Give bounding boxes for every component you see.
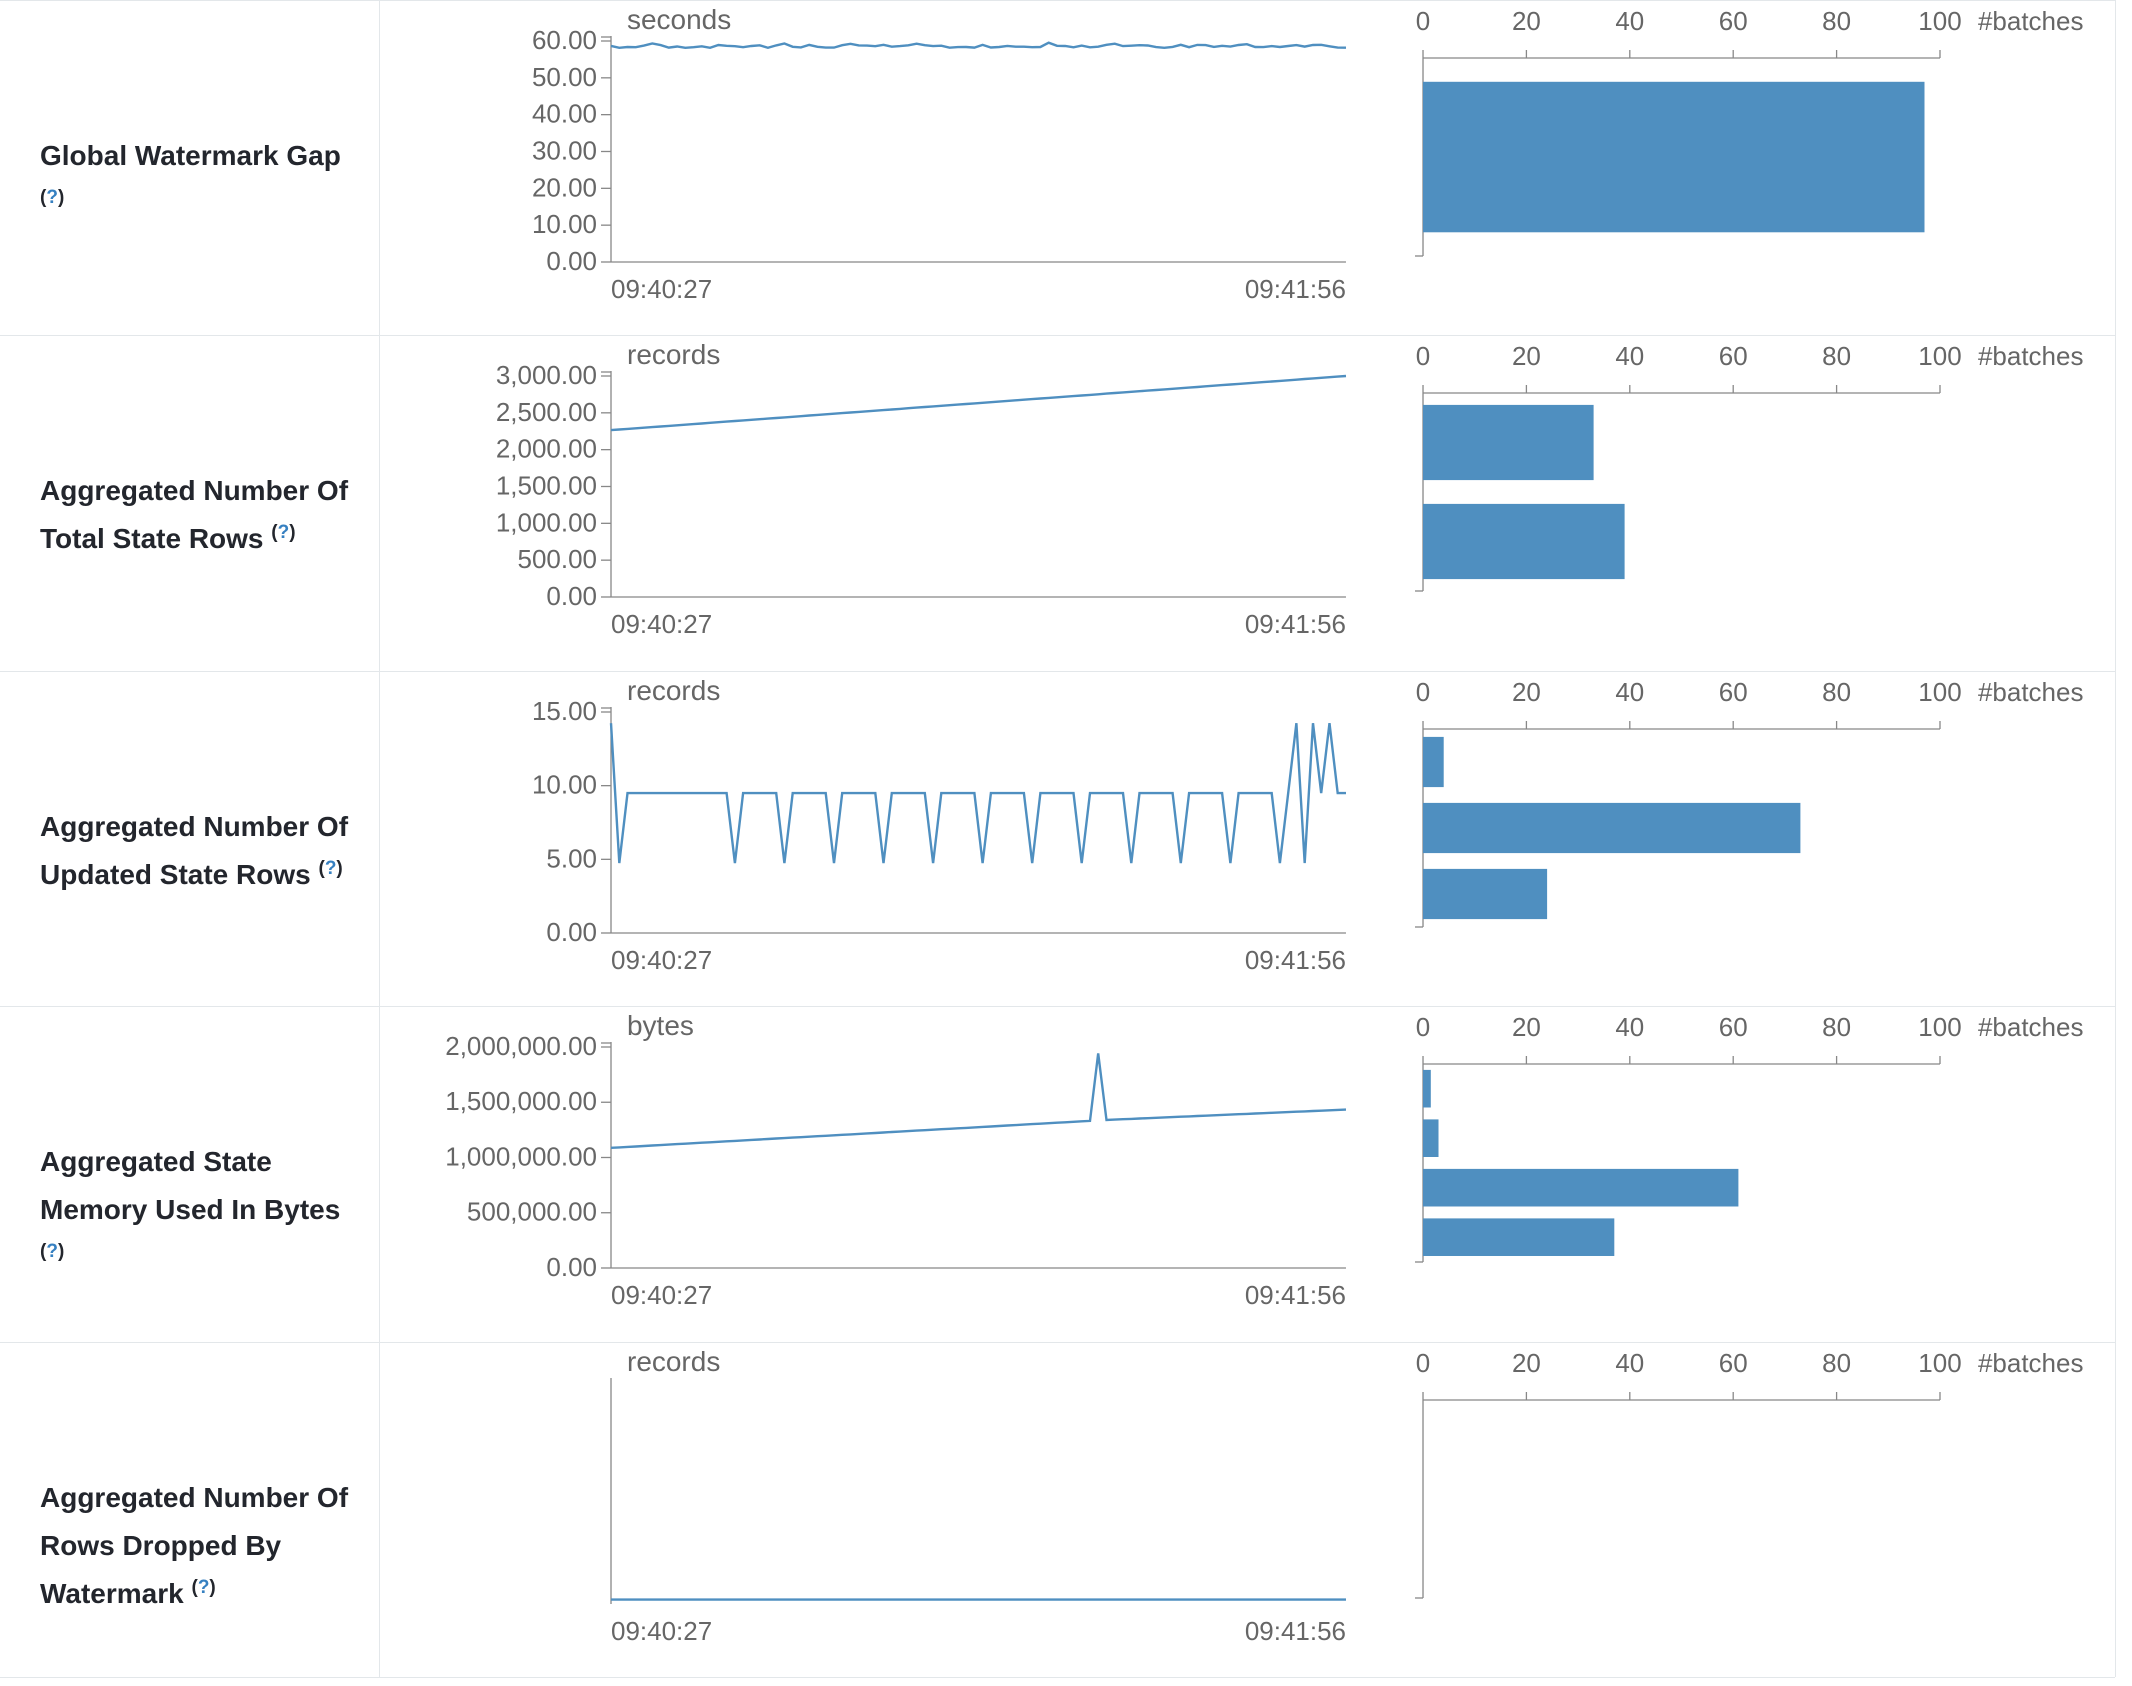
svg-text:09:41:56: 09:41:56 bbox=[1245, 945, 1346, 975]
svg-text:10.00: 10.00 bbox=[532, 769, 597, 799]
svg-text:60: 60 bbox=[1719, 1012, 1748, 1042]
svg-text:bytes: bytes bbox=[627, 1010, 694, 1041]
svg-text:80: 80 bbox=[1822, 677, 1851, 707]
svg-text:#batches: #batches bbox=[1978, 1012, 2083, 1042]
svg-text:09:40:27: 09:40:27 bbox=[611, 1280, 712, 1310]
svg-text:3,000.00: 3,000.00 bbox=[496, 360, 597, 390]
svg-text:2,500.00: 2,500.00 bbox=[496, 397, 597, 427]
svg-text:80: 80 bbox=[1822, 341, 1851, 371]
svg-text:20: 20 bbox=[1512, 1348, 1541, 1378]
svg-text:50.00: 50.00 bbox=[532, 62, 597, 92]
svg-text:80: 80 bbox=[1822, 1012, 1851, 1042]
svg-text:09:40:27: 09:40:27 bbox=[611, 609, 712, 639]
svg-text:0.00: 0.00 bbox=[546, 246, 597, 276]
svg-text:60: 60 bbox=[1719, 341, 1748, 371]
svg-text:30.00: 30.00 bbox=[532, 135, 597, 165]
svg-text:500.00: 500.00 bbox=[518, 545, 597, 575]
svg-text:#batches: #batches bbox=[1978, 6, 2083, 36]
svg-text:0: 0 bbox=[1416, 1348, 1430, 1378]
svg-text:10.00: 10.00 bbox=[532, 209, 597, 239]
svg-text:#batches: #batches bbox=[1978, 341, 2083, 371]
svg-text:09:41:56: 09:41:56 bbox=[1245, 1616, 1346, 1646]
svg-text:40.00: 40.00 bbox=[532, 99, 597, 129]
svg-text:#batches: #batches bbox=[1978, 1348, 2083, 1378]
svg-text:60: 60 bbox=[1719, 6, 1748, 36]
svg-text:5.00: 5.00 bbox=[546, 843, 597, 873]
svg-text:09:41:56: 09:41:56 bbox=[1245, 1280, 1346, 1310]
svg-text:60: 60 bbox=[1719, 677, 1748, 707]
svg-text:0.00: 0.00 bbox=[546, 581, 597, 611]
svg-text:40: 40 bbox=[1615, 341, 1644, 371]
svg-text:40: 40 bbox=[1615, 1348, 1644, 1378]
svg-text:15.00: 15.00 bbox=[532, 696, 597, 726]
svg-text:80: 80 bbox=[1822, 6, 1851, 36]
svg-text:0: 0 bbox=[1416, 677, 1430, 707]
svg-text:09:41:56: 09:41:56 bbox=[1245, 274, 1346, 304]
svg-text:1,500.00: 1,500.00 bbox=[496, 471, 597, 501]
svg-text:40: 40 bbox=[1615, 677, 1644, 707]
svg-text:80: 80 bbox=[1822, 1348, 1851, 1378]
svg-text:100: 100 bbox=[1918, 677, 1961, 707]
svg-text:09:40:27: 09:40:27 bbox=[611, 274, 712, 304]
svg-text:2,000.00: 2,000.00 bbox=[496, 434, 597, 464]
svg-text:records: records bbox=[627, 1346, 720, 1377]
svg-text:20.00: 20.00 bbox=[532, 172, 597, 202]
svg-text:0: 0 bbox=[1416, 341, 1430, 371]
svg-text:60.00: 60.00 bbox=[532, 25, 597, 55]
svg-text:1,000.00: 1,000.00 bbox=[496, 508, 597, 538]
svg-text:2,000,000.00: 2,000,000.00 bbox=[445, 1031, 597, 1061]
svg-text:20: 20 bbox=[1512, 1012, 1541, 1042]
svg-text:0.00: 0.00 bbox=[546, 917, 597, 947]
svg-text:100: 100 bbox=[1918, 6, 1961, 36]
svg-text:500,000.00: 500,000.00 bbox=[467, 1197, 597, 1227]
svg-text:60: 60 bbox=[1719, 1348, 1748, 1378]
svg-text:1,000,000.00: 1,000,000.00 bbox=[445, 1142, 597, 1172]
svg-text:0.00: 0.00 bbox=[546, 1252, 597, 1282]
svg-text:seconds: seconds bbox=[627, 4, 731, 35]
svg-text:09:40:27: 09:40:27 bbox=[611, 945, 712, 975]
svg-text:records: records bbox=[627, 339, 720, 370]
svg-text:100: 100 bbox=[1918, 341, 1961, 371]
svg-text:20: 20 bbox=[1512, 6, 1541, 36]
svg-text:records: records bbox=[627, 675, 720, 706]
svg-text:1,500,000.00: 1,500,000.00 bbox=[445, 1086, 597, 1116]
svg-text:0: 0 bbox=[1416, 6, 1430, 36]
svg-text:20: 20 bbox=[1512, 677, 1541, 707]
svg-text:100: 100 bbox=[1918, 1012, 1961, 1042]
svg-text:20: 20 bbox=[1512, 341, 1541, 371]
svg-text:09:40:27: 09:40:27 bbox=[611, 1616, 712, 1646]
svg-text:09:41:56: 09:41:56 bbox=[1245, 609, 1346, 639]
svg-text:100: 100 bbox=[1918, 1348, 1961, 1378]
svg-text:40: 40 bbox=[1615, 1012, 1644, 1042]
svg-text:40: 40 bbox=[1615, 6, 1644, 36]
svg-text:0: 0 bbox=[1416, 1012, 1430, 1042]
svg-text:#batches: #batches bbox=[1978, 677, 2083, 707]
